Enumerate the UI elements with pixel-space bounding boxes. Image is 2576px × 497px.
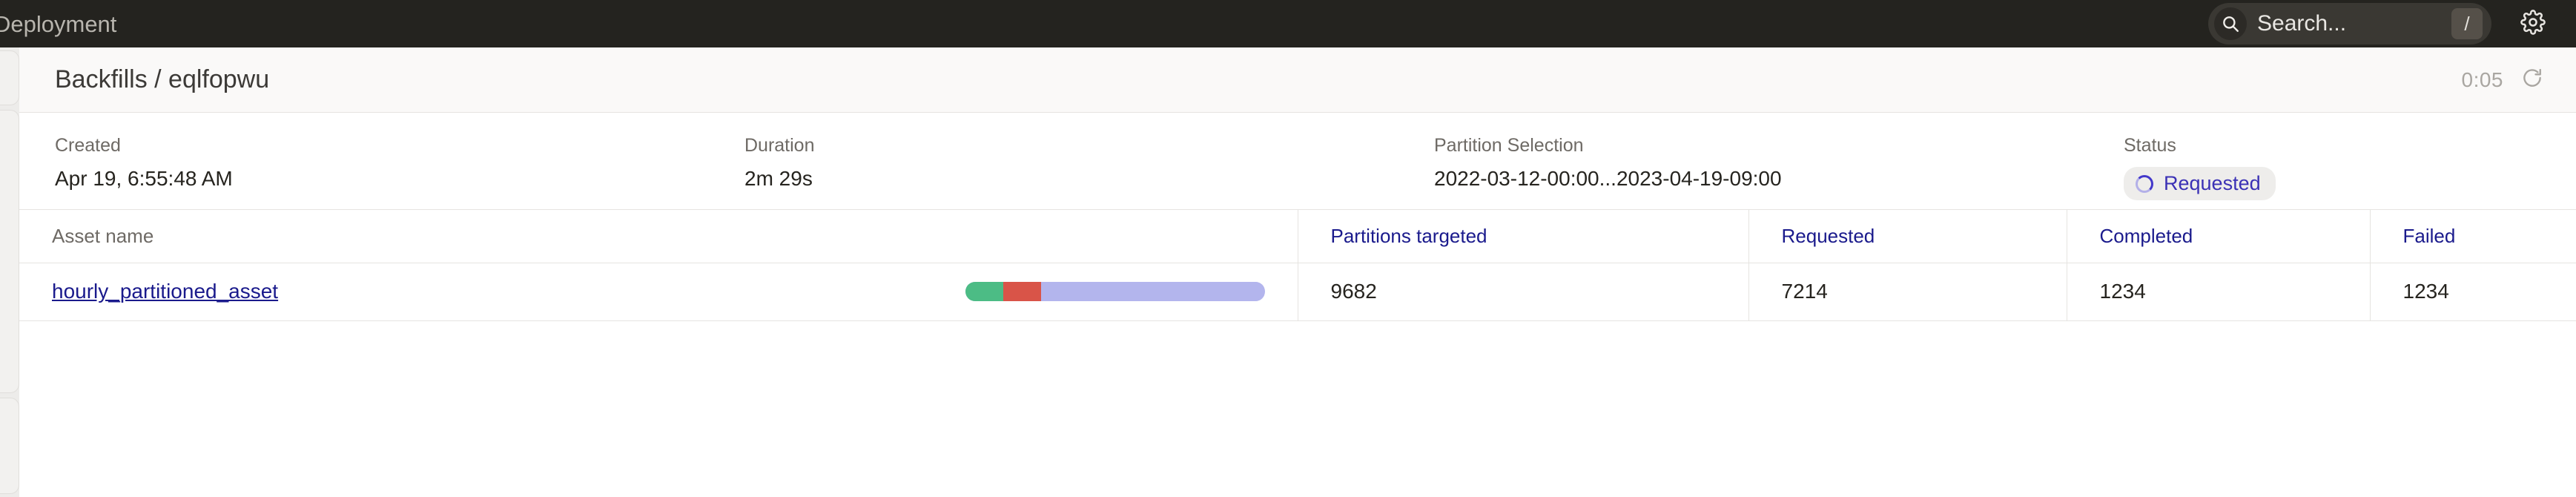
backfill-meta-row: Created Apr 19, 6:55:48 AM Duration 2m 2… <box>19 113 2576 210</box>
cell-asset-name: hourly_partitioned_asset <box>19 263 1298 321</box>
meta-created-label: Created <box>55 135 121 156</box>
meta-created: Created Apr 19, 6:55:48 AM <box>55 135 744 191</box>
progress-segment-failed <box>1003 282 1042 301</box>
search-input[interactable]: Search... / <box>2208 3 2491 45</box>
meta-duration-label: Duration <box>744 135 815 156</box>
table-empty-space <box>19 321 2576 381</box>
top-bar: Deployment Search... / <box>0 0 2576 47</box>
meta-status: Status Requested <box>2124 135 2276 200</box>
breadcrumb[interactable]: Backfills / eqlfopwu <box>55 65 270 93</box>
progress-segment-completed <box>965 282 1003 301</box>
topbar-actions: Search... / <box>2208 3 2576 45</box>
table-header-row: Asset name Partitions targeted Requested… <box>19 210 2576 263</box>
gear-icon <box>2520 9 2546 39</box>
sidebar-panel-middle <box>0 110 19 393</box>
column-header-requested[interactable]: Requested <box>1748 210 2067 263</box>
meta-status-label: Status <box>2124 135 2176 156</box>
status-badge[interactable]: Requested <box>2124 167 2276 200</box>
table-header: Asset name Partitions targeted Requested… <box>19 210 2576 263</box>
table-body: hourly_partitioned_asset 9682 7214 1234 … <box>19 263 2576 321</box>
sidebar-strip[interactable] <box>0 47 19 497</box>
meta-partition-selection: Partition Selection 2022-03-12-00:00...2… <box>1434 135 2124 191</box>
search-placeholder: Search... <box>2257 11 2347 36</box>
deployment-title: Deployment <box>0 10 117 37</box>
progress-segment-remaining <box>1041 282 1265 301</box>
partition-progress-bar <box>965 282 1265 301</box>
meta-partition-selection-label: Partition Selection <box>1434 135 1584 156</box>
refresh-button[interactable] <box>2520 68 2545 93</box>
cell-failed: 1234 <box>2369 263 2576 321</box>
cell-completed: 1234 <box>2066 263 2370 321</box>
spinner-icon <box>2136 174 2153 193</box>
meta-partition-selection-value: 2022-03-12-00:00...2023-04-19-09:00 <box>1434 167 1782 190</box>
refresh-icon <box>2521 67 2543 93</box>
backfill-assets-table: Asset name Partitions targeted Requested… <box>19 210 2576 321</box>
meta-duration: Duration 2m 29s <box>744 135 1434 191</box>
meta-duration-value: 2m 29s <box>744 167 813 190</box>
cell-requested: 7214 <box>1748 263 2067 321</box>
table-row: hourly_partitioned_asset 9682 7214 1234 … <box>19 263 2576 321</box>
column-header-failed[interactable]: Failed <box>2369 210 2576 263</box>
sidebar-panel-top <box>0 50 19 105</box>
main-content: Backfills / eqlfopwu 0:05 Created Apr 19… <box>19 47 2576 497</box>
settings-button[interactable] <box>2517 7 2549 40</box>
cell-partitions-targeted: 9682 <box>1297 263 1748 321</box>
refresh-timer: 0:05 <box>2461 68 2503 91</box>
column-header-partitions-targeted[interactable]: Partitions targeted <box>1297 210 1748 263</box>
page-header-actions: 0:05 <box>2462 68 2546 93</box>
search-shortcut-key: / <box>2451 8 2483 39</box>
asset-name-link[interactable]: hourly_partitioned_asset <box>52 280 279 303</box>
column-header-asset-name[interactable]: Asset name <box>19 210 1298 263</box>
asset-cell-inner: hourly_partitioned_asset <box>52 280 1298 303</box>
search-icon <box>2214 7 2247 40</box>
sidebar-panel-bottom <box>0 398 19 494</box>
page-header: Backfills / eqlfopwu 0:05 <box>19 47 2576 113</box>
meta-created-value: Apr 19, 6:55:48 AM <box>55 167 233 190</box>
column-header-completed[interactable]: Completed <box>2066 210 2370 263</box>
status-badge-label: Requested <box>2164 172 2261 194</box>
